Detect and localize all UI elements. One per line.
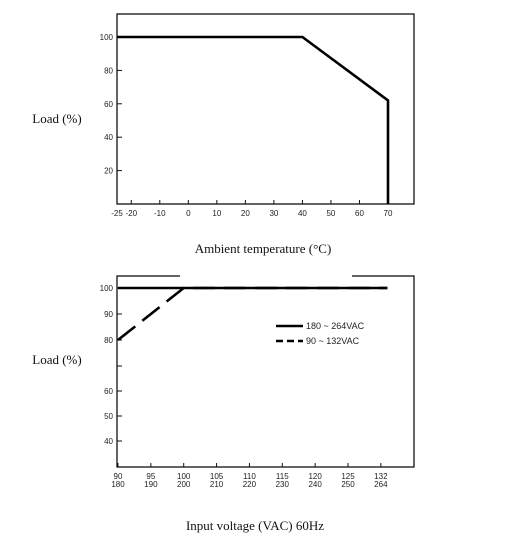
x-tick-label: 90 180: [111, 472, 125, 489]
x-tick-label: 132 264: [374, 472, 388, 489]
legend: 180 ~ 264VAC 90 ~ 132VAC: [276, 321, 365, 346]
chart-input-voltage: 40 50 60 80 90 100 90 180 95 190 100 200 105 210 110 22…: [32, 274, 415, 533]
x-tick-label: 0: [186, 209, 191, 218]
x-tick-label: 105 210: [210, 472, 224, 489]
x-tick-label: 40: [298, 209, 307, 218]
x-tick-label: 110 220: [243, 472, 257, 489]
y-tick-label: 100: [100, 33, 114, 42]
y-tick-label: 60: [104, 387, 113, 396]
x-tick-label: 10: [212, 209, 221, 218]
x-tick-label: 30: [269, 209, 278, 218]
legend-label: 90 ~ 132VAC: [306, 336, 360, 346]
x-tick-label: 60: [355, 209, 364, 218]
x-tick-label: -25: [111, 209, 123, 218]
y-tick-label: 20: [104, 167, 113, 176]
y-tick-label: 80: [104, 336, 113, 345]
x-tick-label: 50: [326, 209, 335, 218]
y-tick-label: 60: [104, 100, 113, 109]
x-tick-label: -20: [125, 209, 137, 218]
y-tick-label: 40: [104, 133, 113, 142]
y-tick-label: 50: [104, 412, 113, 421]
x-axis-label: Input voltage (VAC) 60Hz: [186, 518, 324, 533]
chart-temperature: 20 40 60 80 100 -25 -20 -10 0 10 20 30 40 50 60 70 Load …: [32, 13, 415, 256]
y-tick-label: 90: [104, 310, 113, 319]
x-tick-label: 125 250: [341, 472, 355, 489]
x-tick-label: -10: [154, 209, 166, 218]
series-90-132vac: [117, 286, 388, 342]
plot-frame: [116, 275, 415, 468]
x-axis-label: Ambient temperature (°C): [195, 241, 332, 256]
x-tick-label: 70: [384, 209, 393, 218]
plot-frame: [116, 13, 415, 205]
x-tick-label: 95 190: [144, 472, 158, 489]
y-axis-label: Load (%): [32, 111, 81, 126]
x-tick-label: 120 240: [308, 472, 322, 489]
x-tick-label: 100 200: [177, 472, 191, 489]
y-tick-label: 80: [104, 66, 113, 75]
derating-curve: [117, 35, 390, 204]
y-tick-label: 100: [100, 284, 114, 293]
y-axis-label: Load (%): [32, 352, 81, 367]
x-tick-label: 115 230: [276, 472, 290, 489]
legend-label: 180 ~ 264VAC: [306, 321, 365, 331]
y-tick-label: 40: [104, 437, 113, 446]
x-tick-label: 20: [241, 209, 250, 218]
